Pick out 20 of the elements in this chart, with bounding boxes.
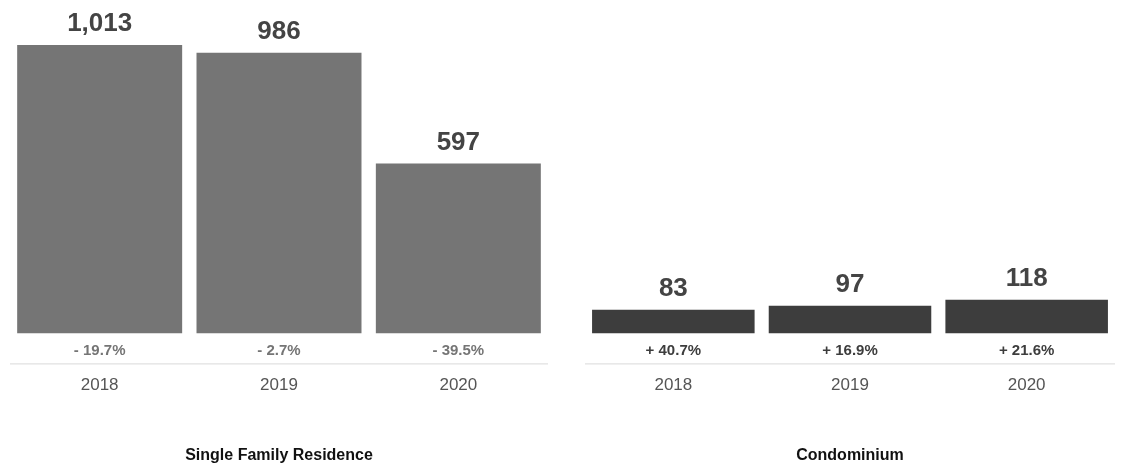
annotation: - 19.7%: [73, 340, 126, 358]
x-tick-label: 2018: [80, 375, 119, 395]
x-tick-label: 2020: [439, 375, 478, 395]
annotation: + 16.9%: [822, 340, 878, 358]
annotation: - 39.5%: [432, 340, 485, 358]
data-label: 597: [436, 125, 481, 156]
annotation: + 21.6%: [998, 340, 1055, 358]
data-label: 986: [257, 14, 301, 45]
data-label: 97: [835, 267, 865, 298]
annotation: + 40.7%: [645, 340, 702, 358]
x-tick-label: 2018: [654, 375, 693, 395]
x-axis-title: Condominium: [796, 445, 904, 463]
x-tick-label: 2019: [831, 375, 869, 395]
x-tick-label: 2020: [1007, 375, 1046, 395]
data-label: 1,013: [67, 7, 133, 38]
data-label: 118: [1005, 261, 1048, 292]
annotation: - 2.7%: [257, 340, 301, 358]
x-axis-title: Single Family Residence: [185, 445, 373, 463]
x-tick-label: 2019: [260, 375, 298, 395]
data-label: 83: [658, 271, 688, 302]
